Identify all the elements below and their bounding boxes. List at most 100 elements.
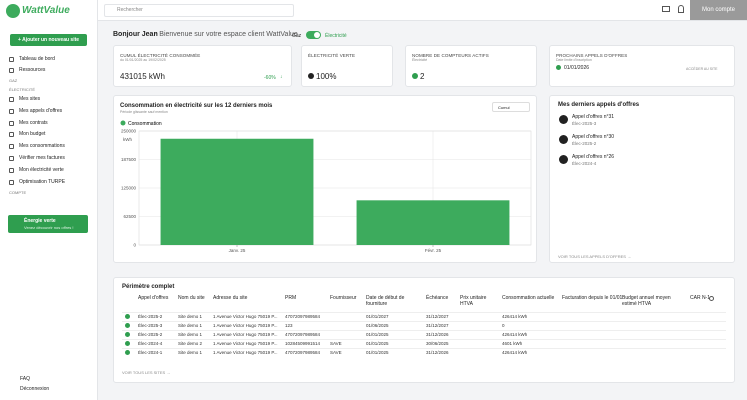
- table: Appel d'offres Nom du site Adresse du site…: [114, 278, 734, 382]
- leaf-icon: [308, 73, 314, 79]
- nav-item[interactable]: Ressources: [19, 67, 46, 73]
- bar: [160, 138, 314, 245]
- card-title: PROCHAINS APPELS D'OFFRES: [556, 53, 628, 58]
- nav-item[interactable]: Mes contrats: [19, 119, 48, 126]
- row-icon[interactable]: [125, 332, 130, 337]
- table-card: Appel d'offres Nom du site Adresse du site…: [113, 277, 735, 383]
- cell: 30/06/2025: [426, 341, 449, 346]
- tender-ref: Élec-2025-2: [572, 141, 597, 146]
- cell: Site demo 1: [178, 332, 203, 337]
- nav-icon: [9, 108, 14, 114]
- nav-item[interactable]: Mon budget: [19, 131, 46, 138]
- search-placeholder: Rechercher: [117, 7, 143, 13]
- card-subtitle: Date limite d'inscription: [556, 58, 592, 62]
- column-header: CAR N-1: [690, 295, 711, 301]
- row-icon[interactable]: [125, 323, 130, 328]
- card-value: 2: [420, 72, 425, 81]
- nav-item[interactable]: Tableau de bord: [19, 56, 55, 62]
- chart-title: Consommation en électricité sur les 12 d…: [120, 103, 273, 109]
- tender-icon: [559, 155, 568, 164]
- tender-icon: [559, 135, 568, 144]
- cell: SAVE: [330, 341, 342, 346]
- tenders-card: Appel d'offres n°31 Élec-2025-3 Appel d'of…: [549, 95, 735, 263]
- cell: 426414 kWh: [502, 314, 528, 319]
- nav-icon: [9, 179, 14, 185]
- chart: Consommation kWh 0 62500 125000 187500 250000 J…: [120, 120, 532, 253]
- account-button[interactable]: Mon compte: [690, 0, 747, 20]
- row-divider: [122, 339, 726, 340]
- nav-item[interactable]: Mes consommations: [19, 143, 65, 150]
- tender-name[interactable]: Appel d'offres n°30: [572, 134, 615, 140]
- mode-select[interactable]: [492, 102, 530, 112]
- tender-name[interactable]: Appel d'offres n°31: [572, 114, 615, 120]
- search-box[interactable]: [104, 4, 294, 17]
- column-header: Consommation actuelle: [502, 295, 555, 301]
- cell: 123: [285, 323, 293, 328]
- y-axis-label: kWh: [123, 137, 132, 142]
- chart-subtitle: Période glissante sauf mention: [120, 110, 168, 114]
- nav-item[interactable]: Mes appels d'offres: [19, 107, 63, 114]
- tenders-list: Appel d'offres n°31 Élec-2025-3 Appel d'of…: [550, 96, 736, 264]
- toggle[interactable]: [306, 31, 321, 39]
- info-icon: [709, 296, 714, 301]
- row-divider: [122, 348, 726, 349]
- cell: 47072097989584: [285, 314, 321, 319]
- card-period: du 01/01/2025 au 19/02/2025: [120, 58, 166, 62]
- nav-item[interactable]: Optimisation TURPE: [19, 178, 66, 185]
- cell: 1 Avenue Victor Hugo 75019 P...: [213, 332, 278, 337]
- nav-icon: [9, 132, 14, 138]
- site-link[interactable]: ACCÉDER AU SITE: [686, 67, 718, 71]
- logo-icon: [6, 4, 20, 18]
- nav-icon: [9, 167, 14, 173]
- logout-link[interactable]: Déconnexion: [20, 386, 50, 392]
- nav-item[interactable]: Vérifier mes factures: [19, 155, 65, 161]
- bell-icon[interactable]: [678, 5, 684, 13]
- nav-item[interactable]: Mon électricité verte: [19, 166, 64, 173]
- toggle-left[interactable]: Gaz: [292, 33, 302, 39]
- chart-card: Consommation en électricité sur les 12 d…: [113, 95, 537, 263]
- y-tick-label: 187500: [121, 157, 137, 162]
- tender-ref: Élec-2024-4: [572, 161, 597, 166]
- nav-item[interactable]: Mes sites: [19, 96, 41, 102]
- toggle-knob: [314, 32, 320, 38]
- column-header: Échéance: [426, 295, 449, 301]
- cell: Élec-2025-2: [138, 332, 163, 337]
- plot-frame: [138, 130, 532, 246]
- green-card: ÉLECTRICITÉ VERTE 100%: [301, 45, 393, 87]
- nav-section: GAZ: [9, 78, 18, 83]
- status-icon: [556, 65, 561, 70]
- column-header: Fournisseur: [330, 295, 357, 301]
- card-change: -60%: [264, 75, 276, 81]
- y-tick-label: 62500: [123, 214, 136, 219]
- promo-title: Énergie verte: [24, 218, 56, 224]
- cell: 01/01/2025: [366, 341, 389, 346]
- mail-icon[interactable]: [662, 6, 670, 12]
- logo[interactable]: WattValue: [22, 5, 70, 16]
- row-icon[interactable]: [125, 314, 130, 319]
- meter-icon: [412, 73, 418, 79]
- tender-icon: [559, 115, 568, 124]
- row-icon[interactable]: [125, 350, 130, 355]
- topbar: Rechercher Mon compte: [98, 0, 747, 21]
- cell: 31/12/2027: [426, 314, 449, 319]
- tender-name[interactable]: Appel d'offres n°26: [572, 154, 615, 160]
- nav-icon: [9, 120, 14, 126]
- faq-link[interactable]: FAQ: [20, 376, 31, 382]
- card-subtitle: Électricité: [412, 58, 428, 62]
- cell: 4601 kWh: [502, 341, 523, 346]
- cell: 01/01/2027: [366, 314, 389, 319]
- column-header: Appel d'offres: [138, 295, 169, 301]
- cell: 0: [502, 323, 505, 328]
- column-header: Adresse du site: [213, 295, 248, 301]
- toggle-right[interactable]: Électricité: [325, 33, 347, 39]
- table-link[interactable]: VOIR TOUS LES SITES →: [122, 370, 171, 375]
- x-tick-label: Févr. 25: [425, 248, 442, 253]
- tenders-link[interactable]: VOIR TOUS LES APPELS D'OFFRES →: [558, 254, 632, 259]
- nav-section: ÉLECTRICITÉ: [9, 87, 36, 92]
- cell: 426414 kWh: [502, 350, 528, 355]
- promo-box[interactable]: [8, 215, 88, 233]
- add-site-button[interactable]: + Ajouter un nouveau site: [10, 34, 87, 46]
- cell: Élec-2024-4: [138, 341, 163, 346]
- card-value: 431015 kWh: [120, 72, 165, 81]
- row-icon[interactable]: [125, 341, 130, 346]
